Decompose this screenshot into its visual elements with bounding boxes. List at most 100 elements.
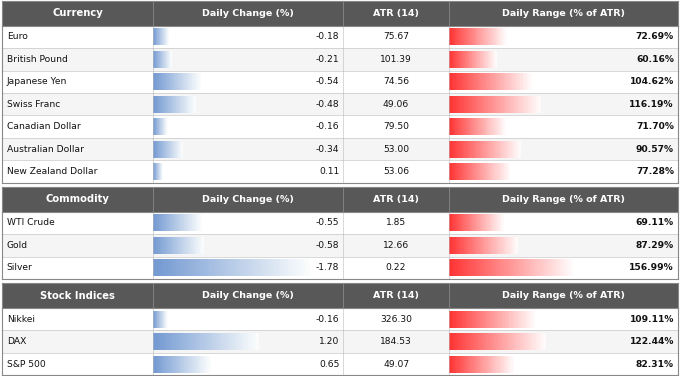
- Bar: [157, 51, 158, 68]
- Bar: [169, 141, 170, 158]
- Bar: [480, 163, 482, 180]
- Bar: [482, 355, 484, 373]
- Bar: [537, 96, 539, 113]
- Bar: [160, 29, 161, 45]
- Bar: [483, 118, 486, 135]
- Bar: [201, 333, 203, 350]
- Bar: [194, 73, 195, 90]
- Bar: [479, 311, 481, 328]
- Bar: [508, 163, 509, 180]
- Bar: [157, 311, 158, 328]
- Bar: [477, 51, 478, 68]
- Bar: [160, 51, 161, 68]
- Bar: [177, 141, 178, 158]
- Bar: [494, 118, 496, 135]
- Bar: [163, 333, 166, 350]
- Bar: [568, 259, 571, 276]
- Bar: [164, 311, 165, 328]
- Bar: [458, 118, 460, 135]
- Bar: [195, 237, 197, 254]
- Bar: [156, 51, 157, 68]
- Bar: [155, 51, 156, 68]
- Bar: [209, 355, 211, 373]
- Bar: [155, 163, 156, 180]
- Bar: [155, 311, 156, 328]
- Bar: [169, 51, 170, 68]
- Bar: [481, 29, 483, 45]
- Bar: [169, 214, 171, 232]
- Bar: [189, 214, 190, 232]
- Bar: [494, 237, 496, 254]
- Bar: [154, 118, 155, 135]
- Bar: [156, 118, 157, 135]
- Text: -0.55: -0.55: [316, 218, 339, 227]
- Bar: [449, 355, 451, 373]
- Bar: [162, 118, 163, 135]
- Text: Canadian Dollar: Canadian Dollar: [7, 122, 80, 131]
- Bar: [511, 237, 513, 254]
- Bar: [476, 141, 478, 158]
- Bar: [190, 214, 191, 232]
- Bar: [156, 73, 158, 90]
- Bar: [530, 96, 532, 113]
- Bar: [452, 214, 454, 232]
- Bar: [168, 29, 169, 45]
- Bar: [453, 259, 456, 276]
- Bar: [499, 29, 501, 45]
- Bar: [487, 214, 488, 232]
- Bar: [516, 333, 519, 350]
- Bar: [194, 355, 195, 373]
- Bar: [489, 355, 490, 373]
- Bar: [455, 96, 457, 113]
- Bar: [190, 237, 191, 254]
- Bar: [197, 214, 199, 232]
- Bar: [154, 214, 156, 232]
- Bar: [155, 51, 156, 68]
- Bar: [196, 214, 197, 232]
- Bar: [275, 259, 278, 276]
- Bar: [154, 163, 155, 180]
- Bar: [474, 214, 476, 232]
- Bar: [484, 29, 486, 45]
- Bar: [164, 237, 165, 254]
- Bar: [493, 214, 495, 232]
- Bar: [453, 355, 455, 373]
- Bar: [492, 118, 494, 135]
- Bar: [466, 118, 469, 135]
- Bar: [159, 51, 160, 68]
- Bar: [160, 141, 162, 158]
- Bar: [484, 355, 486, 373]
- Bar: [169, 96, 170, 113]
- Bar: [468, 214, 469, 232]
- Bar: [202, 333, 205, 350]
- Bar: [469, 355, 470, 373]
- Bar: [513, 96, 515, 113]
- Bar: [163, 237, 164, 254]
- Bar: [490, 333, 493, 350]
- Bar: [492, 163, 493, 180]
- Bar: [476, 96, 479, 113]
- Bar: [495, 141, 497, 158]
- Bar: [512, 73, 514, 90]
- Bar: [166, 118, 167, 135]
- Bar: [158, 311, 160, 328]
- Bar: [172, 73, 173, 90]
- Bar: [166, 29, 167, 45]
- Bar: [167, 141, 168, 158]
- Bar: [462, 237, 463, 254]
- Bar: [458, 73, 460, 90]
- Bar: [156, 311, 157, 328]
- Bar: [179, 259, 182, 276]
- Bar: [494, 51, 495, 68]
- Bar: [154, 141, 155, 158]
- Bar: [188, 355, 190, 373]
- Bar: [166, 29, 167, 45]
- Bar: [156, 51, 158, 68]
- Text: 72.69%: 72.69%: [636, 32, 674, 41]
- Bar: [167, 237, 168, 254]
- Text: 49.06: 49.06: [383, 100, 409, 109]
- Bar: [474, 118, 476, 135]
- Bar: [476, 214, 477, 232]
- Bar: [477, 259, 480, 276]
- Bar: [171, 51, 172, 68]
